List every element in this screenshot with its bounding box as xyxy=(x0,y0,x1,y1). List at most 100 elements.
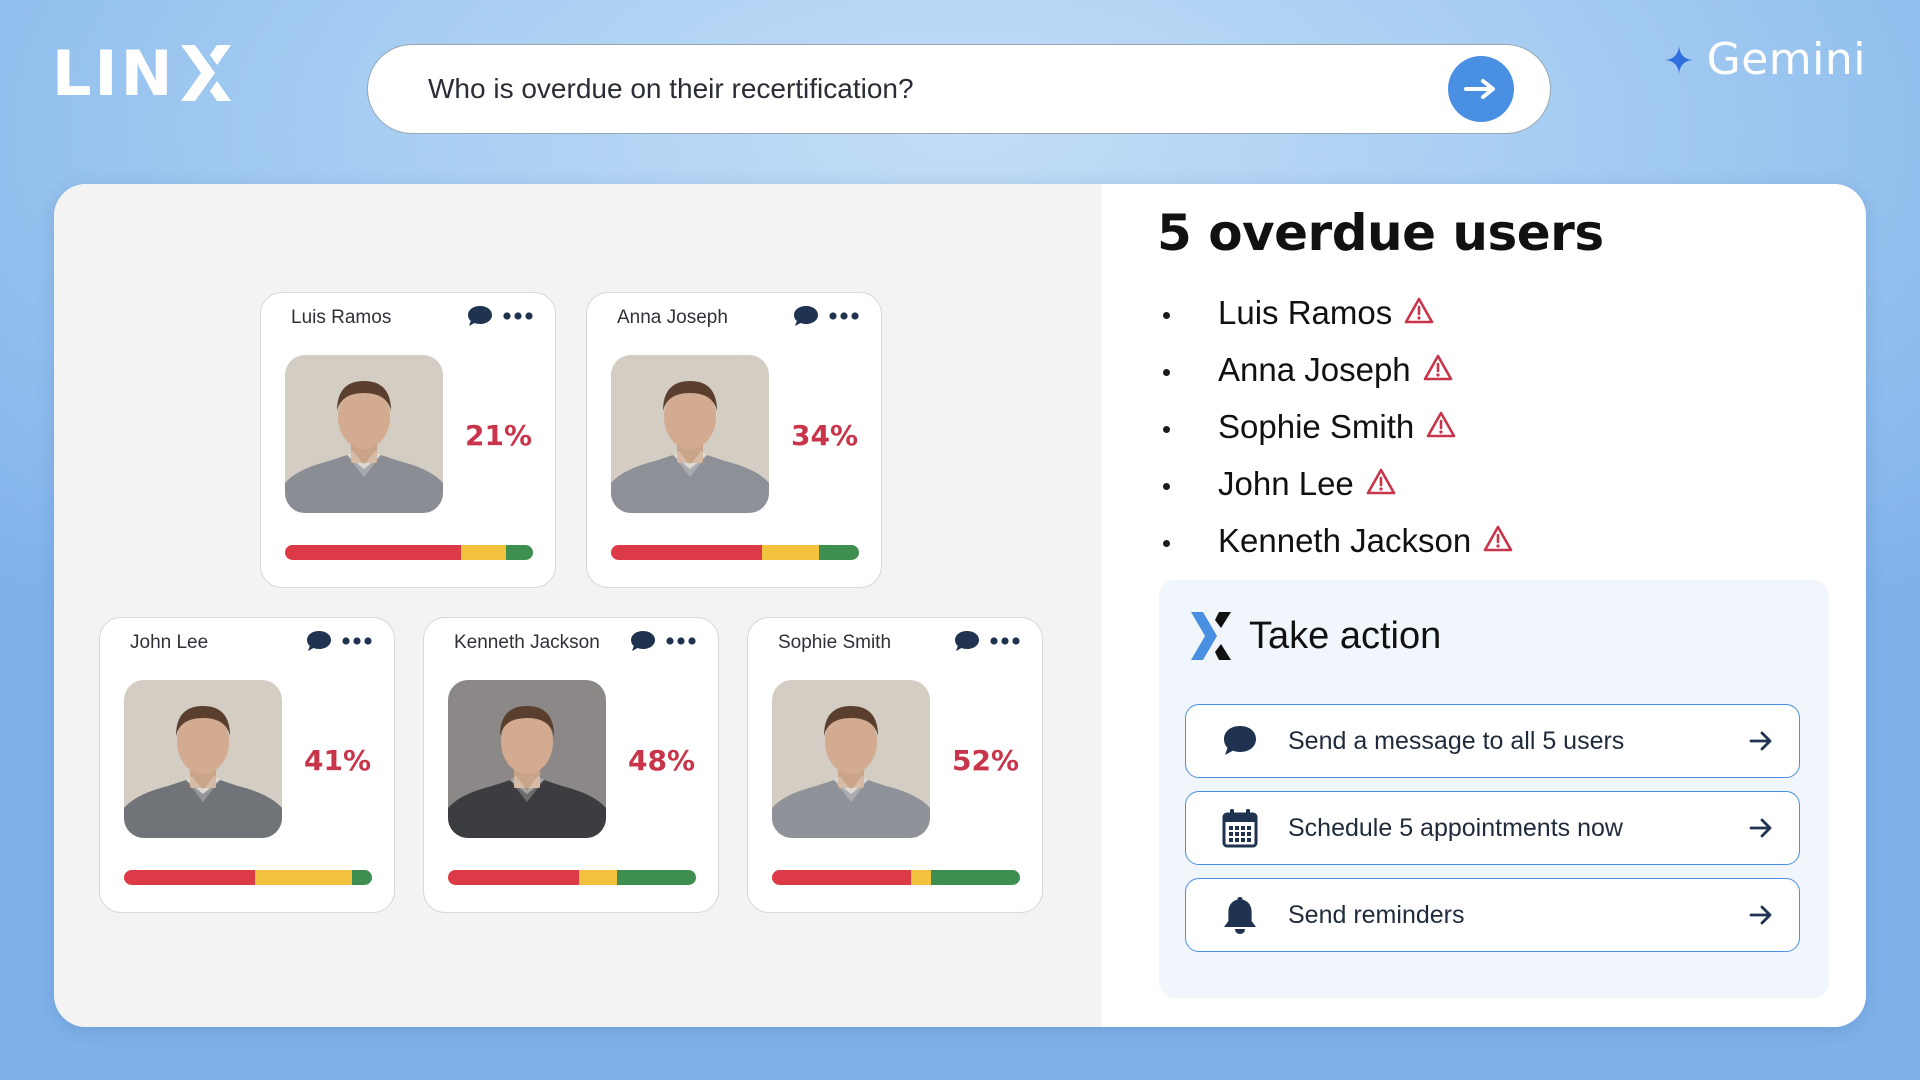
overdue-user-list: Luis Ramos Anna Joseph Sophie Smith xyxy=(1157,284,1513,569)
card-actions xyxy=(793,305,859,327)
chat-icon[interactable] xyxy=(793,305,819,327)
user-card[interactable]: Anna Joseph 34% xyxy=(586,292,882,588)
send-message-button[interactable]: Send a message to all 5 users xyxy=(1185,704,1800,778)
list-item[interactable]: Luis Ramos xyxy=(1157,284,1513,341)
bullet xyxy=(1163,369,1170,376)
progress-segment-green xyxy=(616,870,696,885)
warning-icon xyxy=(1483,525,1513,552)
card-user-name: John Lee xyxy=(130,632,209,653)
arrow-right-icon xyxy=(1749,731,1772,751)
chat-icon[interactable] xyxy=(954,630,980,652)
avatar xyxy=(124,680,282,838)
warning-icon xyxy=(1366,468,1396,495)
card-user-name: Kenneth Jackson xyxy=(454,632,600,653)
overdue-user-name: Sophie Smith xyxy=(1218,407,1415,445)
list-item[interactable]: Anna Joseph xyxy=(1157,341,1513,398)
progress-bar xyxy=(124,870,372,885)
bullet xyxy=(1163,426,1170,433)
linx-x-icon xyxy=(181,45,232,101)
take-action-panel: Take action Send a message to all 5 user… xyxy=(1159,580,1829,998)
list-item[interactable]: Sophie Smith xyxy=(1157,398,1513,455)
bullet xyxy=(1163,483,1170,490)
avatar xyxy=(448,680,606,838)
progress-segment-yellow xyxy=(255,870,353,885)
arrow-right-icon xyxy=(1464,79,1495,99)
linx-logo: LIN xyxy=(52,36,235,110)
search-input[interactable] xyxy=(426,58,1448,120)
linx-x-icon xyxy=(1191,612,1231,660)
avatar xyxy=(611,355,769,513)
progress-segment-green xyxy=(819,545,859,560)
logo-text: LIN xyxy=(52,36,176,110)
results-card: Luis Ramos 21% Anna Joseph xyxy=(54,184,1866,1027)
arrow-right-icon xyxy=(1749,818,1772,838)
avatar xyxy=(285,355,443,513)
user-card[interactable]: Sophie Smith 52% xyxy=(747,617,1043,913)
send-button[interactable] xyxy=(1448,56,1514,122)
list-item[interactable]: John Lee xyxy=(1157,455,1513,512)
overdue-title: 5 overdue users xyxy=(1157,204,1604,262)
progress-bar xyxy=(285,545,533,560)
progress-segment-yellow xyxy=(579,870,617,885)
bullet xyxy=(1163,540,1170,547)
progress-segment-green xyxy=(505,545,533,560)
completion-percent: 41% xyxy=(304,744,372,777)
user-card[interactable]: Kenneth Jackson 48% xyxy=(423,617,719,913)
user-grid: Luis Ramos 21% Anna Joseph xyxy=(54,184,1101,1027)
card-actions xyxy=(467,305,533,327)
progress-segment-red xyxy=(611,545,763,560)
progress-segment-red xyxy=(124,870,256,885)
card-user-name: Luis Ramos xyxy=(291,307,392,328)
schedule-appointments-button[interactable]: Schedule 5 appointments now xyxy=(1185,791,1800,865)
take-action-header: Take action xyxy=(1189,610,1441,662)
chat-icon[interactable] xyxy=(306,630,332,652)
completion-percent: 48% xyxy=(628,744,696,777)
more-icon[interactable] xyxy=(342,636,372,646)
action-label: Send a message to all 5 users xyxy=(1288,726,1625,755)
bell-icon xyxy=(1218,893,1262,937)
warning-icon xyxy=(1404,297,1434,324)
chat-bubble-icon xyxy=(1218,719,1262,763)
card-actions xyxy=(630,630,696,652)
progress-bar xyxy=(448,870,696,885)
take-action-title: Take action xyxy=(1249,614,1442,657)
more-icon[interactable] xyxy=(829,311,859,321)
overdue-user-name: Luis Ramos xyxy=(1218,293,1393,331)
progress-segment-yellow xyxy=(762,545,820,560)
calendar-icon xyxy=(1218,806,1262,850)
completion-percent: 34% xyxy=(791,419,859,452)
avatar xyxy=(772,680,930,838)
sparkle-icon xyxy=(1664,45,1693,74)
card-actions xyxy=(954,630,1020,652)
overdue-user-name: Anna Joseph xyxy=(1218,350,1411,388)
card-user-name: Anna Joseph xyxy=(617,307,728,328)
more-icon[interactable] xyxy=(990,636,1020,646)
gemini-brand: Gemini xyxy=(1664,34,1866,85)
card-user-name: Sophie Smith xyxy=(778,632,892,653)
chat-icon[interactable] xyxy=(630,630,656,652)
progress-segment-yellow xyxy=(461,545,506,560)
send-reminders-button[interactable]: Send reminders xyxy=(1185,878,1800,952)
chat-icon[interactable] xyxy=(467,305,493,327)
more-icon[interactable] xyxy=(503,311,533,321)
user-card[interactable]: Luis Ramos 21% xyxy=(260,292,556,588)
overdue-user-name: Kenneth Jackson xyxy=(1218,521,1472,559)
progress-bar xyxy=(772,870,1020,885)
user-card[interactable]: John Lee 41% xyxy=(99,617,395,913)
list-item[interactable]: Kenneth Jackson xyxy=(1157,512,1513,569)
progress-segment-yellow xyxy=(910,870,931,885)
overdue-panel: 5 overdue users Luis Ramos Anna Joseph xyxy=(1101,184,1866,1027)
more-icon[interactable] xyxy=(666,636,696,646)
progress-bar xyxy=(611,545,859,560)
warning-icon xyxy=(1423,354,1452,381)
overdue-user-name: John Lee xyxy=(1218,464,1354,502)
brand-name: Gemini xyxy=(1706,34,1866,85)
progress-segment-green xyxy=(930,870,1020,885)
warning-icon xyxy=(1426,411,1456,438)
action-label: Send reminders xyxy=(1288,900,1465,929)
arrow-right-icon xyxy=(1749,905,1772,925)
completion-percent: 21% xyxy=(465,419,533,452)
bullet xyxy=(1163,312,1170,319)
search-bar xyxy=(367,44,1551,134)
progress-segment-red xyxy=(448,870,580,885)
